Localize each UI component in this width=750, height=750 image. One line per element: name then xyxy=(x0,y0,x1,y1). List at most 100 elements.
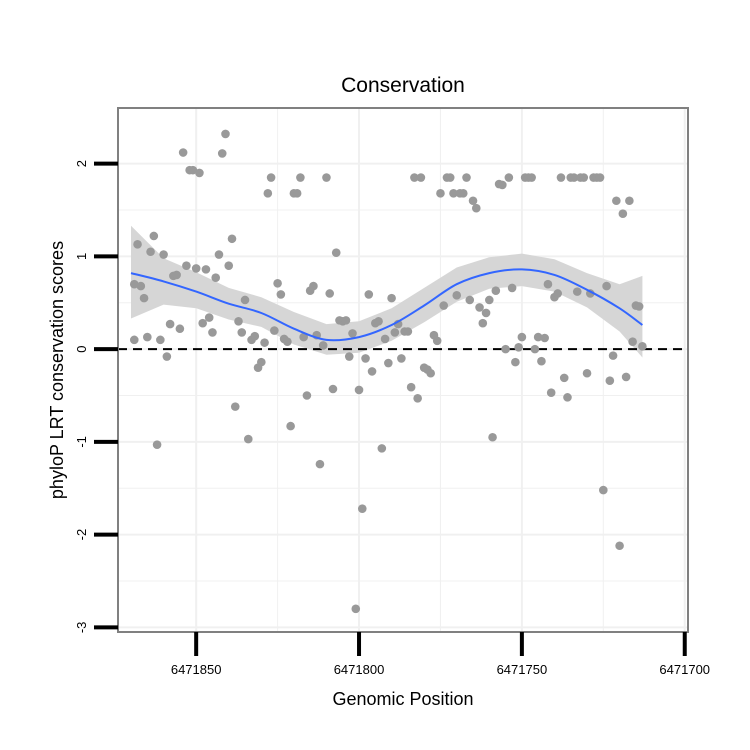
data-point xyxy=(361,354,370,363)
data-point xyxy=(553,289,563,298)
data-point xyxy=(458,189,468,198)
data-point xyxy=(634,302,644,311)
data-point xyxy=(260,338,269,347)
data-point xyxy=(152,440,162,449)
data-point xyxy=(468,196,478,206)
data-point xyxy=(129,279,139,289)
data-point xyxy=(217,149,227,158)
x-axis-title: Genomic Position xyxy=(332,689,473,709)
data-point xyxy=(397,354,406,363)
data-point xyxy=(390,328,400,337)
data-point xyxy=(462,173,471,182)
data-point xyxy=(491,286,501,296)
data-point xyxy=(413,393,422,403)
data-point xyxy=(133,240,142,249)
data-point xyxy=(595,173,605,182)
data-point xyxy=(638,342,647,351)
data-point xyxy=(357,504,367,513)
chart-title: Conservation xyxy=(341,74,465,97)
data-point xyxy=(403,327,413,336)
data-point xyxy=(322,173,331,182)
data-point xyxy=(165,319,175,329)
data-point xyxy=(582,368,592,378)
smooth-line-group xyxy=(130,268,643,342)
data-point xyxy=(208,328,217,337)
data-point xyxy=(546,388,556,398)
data-point xyxy=(504,173,514,182)
y-tick-label: 1 xyxy=(74,253,89,260)
data-point xyxy=(257,357,266,367)
data-point xyxy=(348,329,357,338)
data-point xyxy=(351,604,361,614)
data-point xyxy=(204,313,214,322)
data-point xyxy=(178,148,188,157)
y-tick-label: -2 xyxy=(74,529,89,541)
data-point xyxy=(162,352,172,361)
data-point xyxy=(569,173,579,182)
data-point xyxy=(302,391,312,400)
scatter-points xyxy=(129,129,647,614)
data-point xyxy=(341,316,351,325)
data-point xyxy=(537,356,546,366)
data-point xyxy=(416,173,426,182)
data-point xyxy=(527,173,536,182)
data-point xyxy=(387,293,396,303)
confidence-band xyxy=(131,225,643,358)
x-tick-label: 6471850 xyxy=(171,662,222,677)
data-point xyxy=(599,485,608,495)
data-point xyxy=(367,367,377,376)
data-point xyxy=(221,129,230,139)
data-point xyxy=(471,203,481,213)
data-point xyxy=(211,273,221,283)
data-point xyxy=(328,384,338,394)
confidence-band-group xyxy=(131,225,643,358)
data-point xyxy=(237,328,247,337)
data-point xyxy=(478,318,488,328)
data-point xyxy=(540,333,549,343)
data-point xyxy=(543,279,553,289)
data-point xyxy=(374,317,383,326)
data-point xyxy=(175,324,185,334)
data-point xyxy=(270,326,279,335)
data-point xyxy=(621,372,631,382)
data-point xyxy=(556,173,566,182)
data-point xyxy=(530,344,540,354)
y-axis: 2 1 0 -1 -2 -3 xyxy=(74,160,118,633)
data-point xyxy=(426,368,435,378)
data-point xyxy=(445,173,455,182)
data-point xyxy=(331,248,341,257)
data-point xyxy=(224,261,234,270)
data-point xyxy=(579,173,589,182)
grid-lines xyxy=(118,108,688,632)
data-point xyxy=(475,303,484,312)
data-point xyxy=(283,337,292,347)
data-point xyxy=(511,357,520,367)
x-tick-label: 6471700 xyxy=(659,662,710,677)
smooth-fit-line xyxy=(130,268,643,342)
y-tick-label: 2 xyxy=(74,160,89,167)
data-point xyxy=(618,209,628,219)
data-point xyxy=(149,231,159,241)
data-point xyxy=(612,196,621,206)
data-point xyxy=(354,385,364,395)
data-point xyxy=(299,332,308,342)
data-point xyxy=(465,295,475,305)
data-point xyxy=(380,334,390,344)
data-point xyxy=(344,352,354,361)
data-point xyxy=(240,295,250,305)
data-point xyxy=(410,173,419,182)
data-point xyxy=(625,196,634,206)
data-point xyxy=(452,291,462,300)
data-point xyxy=(559,373,569,383)
data-point xyxy=(485,295,494,305)
data-point xyxy=(188,165,198,175)
data-point xyxy=(198,318,207,328)
data-point xyxy=(273,278,282,288)
data-point xyxy=(172,270,181,280)
data-point xyxy=(143,332,152,342)
data-point xyxy=(514,342,523,352)
data-point xyxy=(201,265,211,274)
data-point xyxy=(488,432,497,442)
data-point xyxy=(263,189,273,198)
